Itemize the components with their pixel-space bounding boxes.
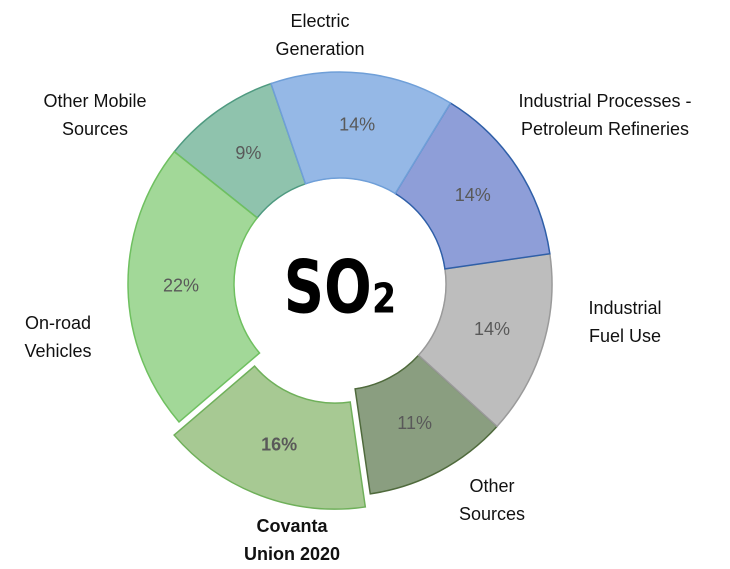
data-label: 22%: [163, 276, 199, 296]
data-label: 14%: [455, 185, 491, 205]
data-label: 11%: [397, 413, 432, 433]
donut-slice: [417, 252, 553, 428]
category-label: On-road Vehicles: [24, 313, 92, 361]
category-label: Industrial Processes - Petroleum Refiner…: [518, 91, 692, 139]
category-label: Industrial Fuel Use: [588, 298, 662, 346]
data-label: 9%: [235, 143, 261, 163]
data-label: 14%: [474, 319, 510, 339]
donut-slice: [394, 102, 551, 270]
category-label: Other Mobile Sources: [43, 91, 147, 139]
category-label: Covanta Union 2020: [243, 516, 341, 564]
data-label: 14%: [339, 115, 375, 135]
category-label: Electric Generation: [275, 11, 365, 59]
donut-hole: [235, 179, 445, 389]
donut-slice: [270, 71, 452, 195]
center-label: SO₂: [284, 245, 396, 330]
donut-slice: [173, 365, 367, 510]
data-label: 16%: [261, 435, 297, 455]
donut-slice: [127, 150, 261, 424]
category-label: Other Sources: [458, 476, 526, 524]
donut-slice: [354, 354, 499, 495]
